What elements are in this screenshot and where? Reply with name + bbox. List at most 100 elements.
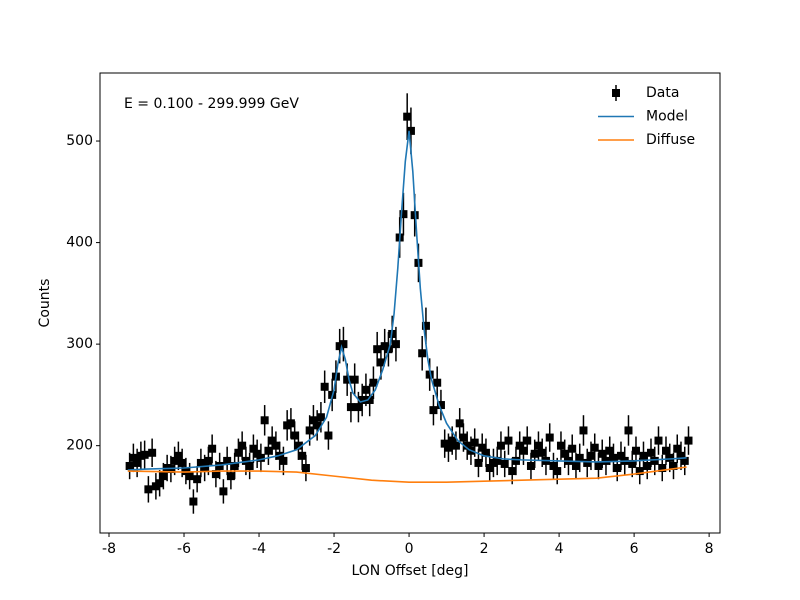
data-point <box>568 444 577 453</box>
data-point <box>598 449 607 458</box>
data-point <box>268 436 277 445</box>
data-point <box>178 458 187 467</box>
data-point <box>271 441 280 450</box>
data-point <box>508 467 517 476</box>
data-point <box>654 436 663 445</box>
data-point <box>256 453 265 462</box>
data-point <box>594 461 603 470</box>
data-point <box>673 444 682 453</box>
data-point <box>658 464 667 473</box>
data-point <box>451 441 460 450</box>
data-point <box>661 446 670 455</box>
data-point <box>605 446 614 455</box>
y-tick-label: 500 <box>66 133 93 149</box>
legend-marker <box>612 89 620 97</box>
data-point <box>279 456 288 465</box>
data-point <box>260 416 269 425</box>
y-tick-label: 400 <box>66 235 93 251</box>
data-point <box>436 401 445 410</box>
data-point <box>406 126 415 135</box>
data-point <box>523 436 532 445</box>
data-point <box>316 413 325 422</box>
data-point <box>429 406 438 415</box>
data-point <box>616 451 625 460</box>
data-point <box>373 345 382 354</box>
x-tick-label: -6 <box>177 541 191 557</box>
data-point <box>455 419 464 428</box>
data-point <box>493 456 502 465</box>
data-point <box>313 421 322 430</box>
x-tick-label: -4 <box>252 541 266 557</box>
data-point <box>590 443 599 452</box>
x-tick-label: 4 <box>555 541 564 557</box>
data-point <box>185 472 194 481</box>
data-point <box>511 456 520 465</box>
data-point <box>515 441 524 450</box>
data-point <box>444 443 453 452</box>
data-point <box>170 456 179 465</box>
data-point <box>391 340 400 349</box>
data-point <box>684 436 693 445</box>
line <box>127 466 687 484</box>
legend-label: Data <box>646 85 679 101</box>
data-point <box>343 375 352 384</box>
x-tick-label: -2 <box>327 541 341 557</box>
data-point <box>628 459 637 468</box>
data-point <box>538 448 547 457</box>
data-point <box>148 448 157 457</box>
data-point <box>646 448 655 457</box>
data-point <box>320 382 329 391</box>
data-point <box>350 375 359 384</box>
x-tick-label: -8 <box>102 541 116 557</box>
data-point <box>155 479 164 488</box>
data-point <box>298 451 307 460</box>
data-point <box>211 470 220 479</box>
data-point <box>609 453 618 462</box>
y-tick-label: 300 <box>66 336 93 352</box>
data-point <box>399 210 408 219</box>
data-point <box>200 464 209 473</box>
data-point <box>560 449 569 458</box>
data-point <box>133 458 142 467</box>
data-point <box>324 431 333 440</box>
data-point <box>556 441 565 450</box>
data-point <box>294 441 303 450</box>
data-point <box>448 436 457 445</box>
data-point <box>474 458 483 467</box>
data-point <box>174 451 183 460</box>
data-point <box>238 441 247 450</box>
data-point <box>140 450 149 459</box>
data-point <box>534 441 543 450</box>
data-point <box>223 456 232 465</box>
data-point <box>226 472 235 481</box>
x-tick-label: 2 <box>480 541 489 557</box>
data-point <box>463 441 472 450</box>
data-point <box>301 464 310 473</box>
data-point <box>669 461 678 470</box>
data-point <box>421 321 430 330</box>
data-point <box>478 443 487 452</box>
data-point <box>208 444 217 453</box>
data-point <box>575 453 584 462</box>
data-point <box>459 433 468 442</box>
legend-label: Model <box>646 109 688 125</box>
data-point <box>470 438 479 447</box>
x-tick-label: 6 <box>630 541 639 557</box>
data-point <box>196 458 205 467</box>
data-point <box>286 419 295 428</box>
data-point <box>650 456 659 465</box>
data-point <box>365 395 374 404</box>
data-point <box>504 436 513 445</box>
y-tick-label: 200 <box>66 438 93 454</box>
y-axis-label: Counts <box>37 279 53 328</box>
data-point <box>144 485 153 494</box>
data-point <box>635 467 644 476</box>
plot-frame <box>99 72 721 534</box>
data-point <box>680 456 689 465</box>
data-point <box>639 451 648 460</box>
x-tick-label: 0 <box>405 541 414 557</box>
data-point <box>403 112 412 121</box>
